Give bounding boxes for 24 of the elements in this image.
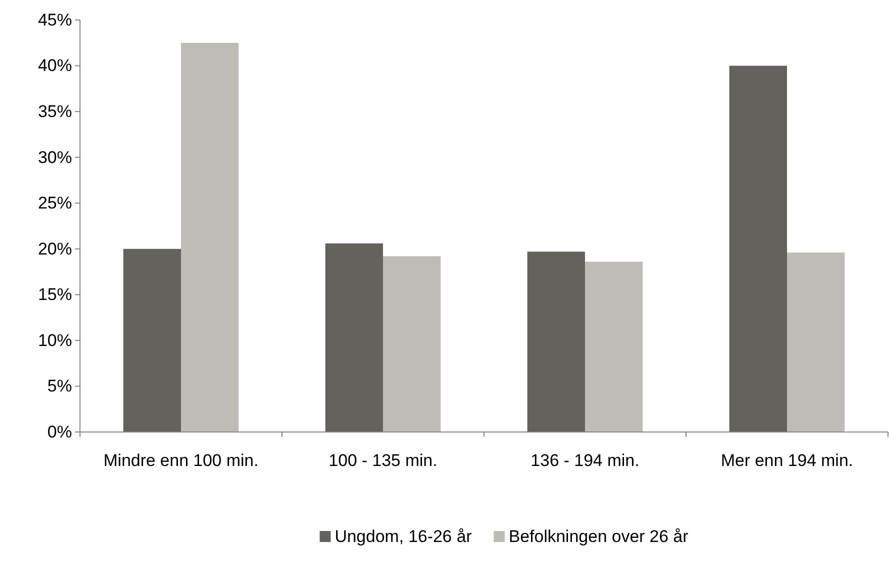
x-tick-label: Mer enn 194 min. [720, 451, 854, 470]
y-tick-label: 40% [38, 56, 72, 76]
bar [325, 243, 383, 432]
y-tick-label: 0% [47, 422, 72, 442]
bar [729, 66, 787, 432]
x-tick-label: 100 - 135 min. [328, 451, 438, 470]
y-tick-label: 15% [38, 285, 72, 304]
bar [585, 262, 643, 432]
y-tick-label: 20% [38, 239, 72, 258]
bar [787, 252, 845, 432]
legend-label: Befolkningen over 26 år [508, 527, 689, 546]
legend-label: Ungdom, 16-26 år [334, 527, 472, 546]
y-tick-label: 30% [38, 148, 72, 167]
y-tick-label: 35% [38, 102, 72, 121]
y-tick-label: 5% [47, 376, 72, 396]
y-tick-label: 10% [38, 330, 72, 350]
y-tick-label: 45% [38, 10, 72, 30]
bar [123, 248, 181, 432]
bar [181, 42, 239, 432]
bar [527, 252, 585, 432]
x-tick-label: 136 - 194 min. [530, 451, 640, 470]
y-tick-label: 25% [38, 194, 72, 213]
x-tick-label: Mindre enn 100 min. [104, 451, 258, 470]
bar [383, 256, 441, 432]
